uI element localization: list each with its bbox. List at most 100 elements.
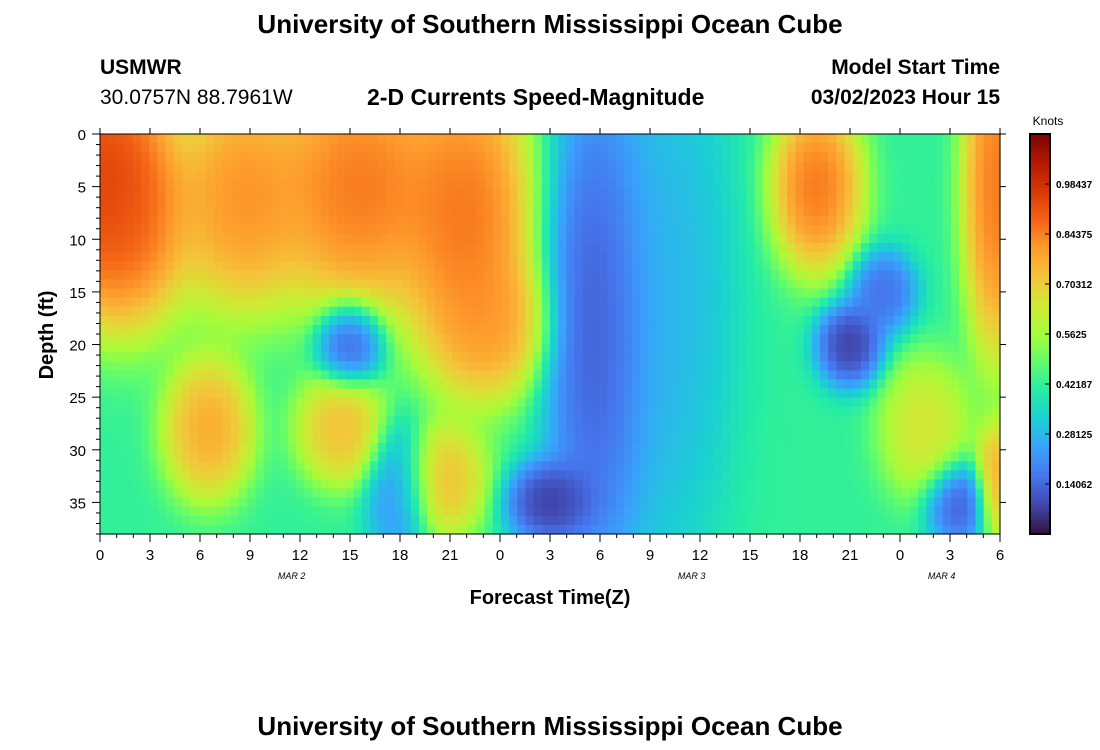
heatmap-cell <box>181 506 191 517</box>
heatmap-cell <box>222 261 232 271</box>
heatmap-cell <box>901 215 911 226</box>
heatmap-cell <box>165 334 175 344</box>
heatmap-cell <box>934 170 944 181</box>
heatmap-cell <box>100 452 109 462</box>
heatmap-cell <box>877 488 887 499</box>
heatmap-cell <box>762 197 772 208</box>
heatmap-cell <box>337 334 347 344</box>
heatmap-cell <box>165 397 175 408</box>
heatmap-cell <box>435 479 445 490</box>
heatmap-cell <box>680 143 690 153</box>
heatmap-cell <box>386 306 396 317</box>
heatmap-cell <box>173 197 183 208</box>
heatmap-cell <box>852 343 862 353</box>
heatmap-cell <box>844 179 854 190</box>
heatmap-cell <box>599 352 608 362</box>
heatmap-cell <box>640 224 649 235</box>
heatmap-cell <box>664 279 674 290</box>
heatmap-cell <box>353 143 363 153</box>
heatmap-cell <box>361 188 371 199</box>
heatmap-cell <box>345 279 355 290</box>
heatmap-cell <box>844 215 854 226</box>
heatmap-cell <box>828 352 837 362</box>
heatmap-cell <box>648 470 657 481</box>
heatmap-cell <box>893 515 903 526</box>
heatmap-cell <box>198 279 207 290</box>
heatmap-cell <box>190 334 199 344</box>
heatmap-cell <box>664 397 674 408</box>
heatmap-cell <box>149 515 158 526</box>
heatmap-cell <box>738 461 747 471</box>
heatmap-cell <box>222 397 232 408</box>
heatmap-cell <box>918 497 927 508</box>
heatmap-cell <box>893 370 903 381</box>
heatmap-cell <box>599 179 608 190</box>
heatmap-cell <box>860 270 870 281</box>
heatmap-cell <box>541 397 551 408</box>
heatmap-cell <box>836 252 846 262</box>
heatmap-cell <box>484 297 494 308</box>
heatmap-cell <box>541 388 551 399</box>
heatmap-cell <box>100 234 109 244</box>
heatmap-cell <box>811 297 821 308</box>
heatmap-cell <box>680 261 690 271</box>
heatmap-cell <box>762 434 772 444</box>
heatmap-cell <box>918 288 927 299</box>
heatmap-cell <box>942 443 952 453</box>
heatmap-cell <box>247 361 257 371</box>
heatmap-cell <box>173 206 183 217</box>
heatmap-cell <box>517 161 527 171</box>
heatmap-cell <box>721 334 731 344</box>
heatmap-cell <box>149 161 158 171</box>
heatmap-cell <box>484 234 494 244</box>
heatmap-cell <box>779 261 788 271</box>
heatmap-cell <box>689 343 698 353</box>
heatmap-cell <box>689 234 698 244</box>
heatmap-cell <box>689 443 698 453</box>
heatmap-cell <box>108 470 117 481</box>
heatmap-cell <box>730 388 739 399</box>
heatmap-cell <box>132 215 142 226</box>
heatmap-cell <box>590 506 600 517</box>
heatmap-cell <box>386 206 396 217</box>
heatmap-cell <box>795 297 805 308</box>
heatmap-cell <box>410 497 420 508</box>
heatmap-cell <box>550 188 559 199</box>
heatmap-cell <box>451 488 461 499</box>
heatmap-cell <box>222 234 232 244</box>
heatmap-cell <box>517 243 527 253</box>
heatmap-cell <box>811 261 821 271</box>
heatmap-cell <box>124 297 134 308</box>
heatmap-cell <box>329 379 338 390</box>
heatmap-cell <box>484 379 494 390</box>
heatmap-cell <box>132 352 142 362</box>
heatmap-cell <box>730 206 739 217</box>
heatmap-cell <box>255 443 265 453</box>
heatmap-cell <box>762 306 772 317</box>
heatmap-cell <box>607 270 617 281</box>
heatmap-cell <box>795 279 805 290</box>
heatmap-cell <box>468 461 477 471</box>
heatmap-cell <box>476 415 486 426</box>
heatmap-cell <box>885 252 895 262</box>
heatmap-cell <box>811 424 821 435</box>
heatmap-cell <box>599 452 608 462</box>
heatmap-cell <box>795 315 805 326</box>
heatmap-cell <box>451 234 461 244</box>
heatmap-cell <box>312 206 322 217</box>
heatmap-cell <box>664 234 674 244</box>
heatmap-cell <box>910 234 919 244</box>
heatmap-cell <box>263 252 273 262</box>
heatmap-cell <box>541 188 551 199</box>
heatmap-cell <box>574 252 584 262</box>
heatmap-cell <box>689 352 698 362</box>
heatmap-cell <box>525 470 535 481</box>
heatmap-cell <box>222 161 232 171</box>
heatmap-cell <box>566 406 576 417</box>
heatmap-cell <box>460 452 469 462</box>
heatmap-cell <box>190 270 199 281</box>
heatmap-cell <box>590 261 600 271</box>
heatmap-cell <box>770 197 780 208</box>
heatmap-cell <box>361 152 371 162</box>
heatmap-cell <box>721 388 731 399</box>
